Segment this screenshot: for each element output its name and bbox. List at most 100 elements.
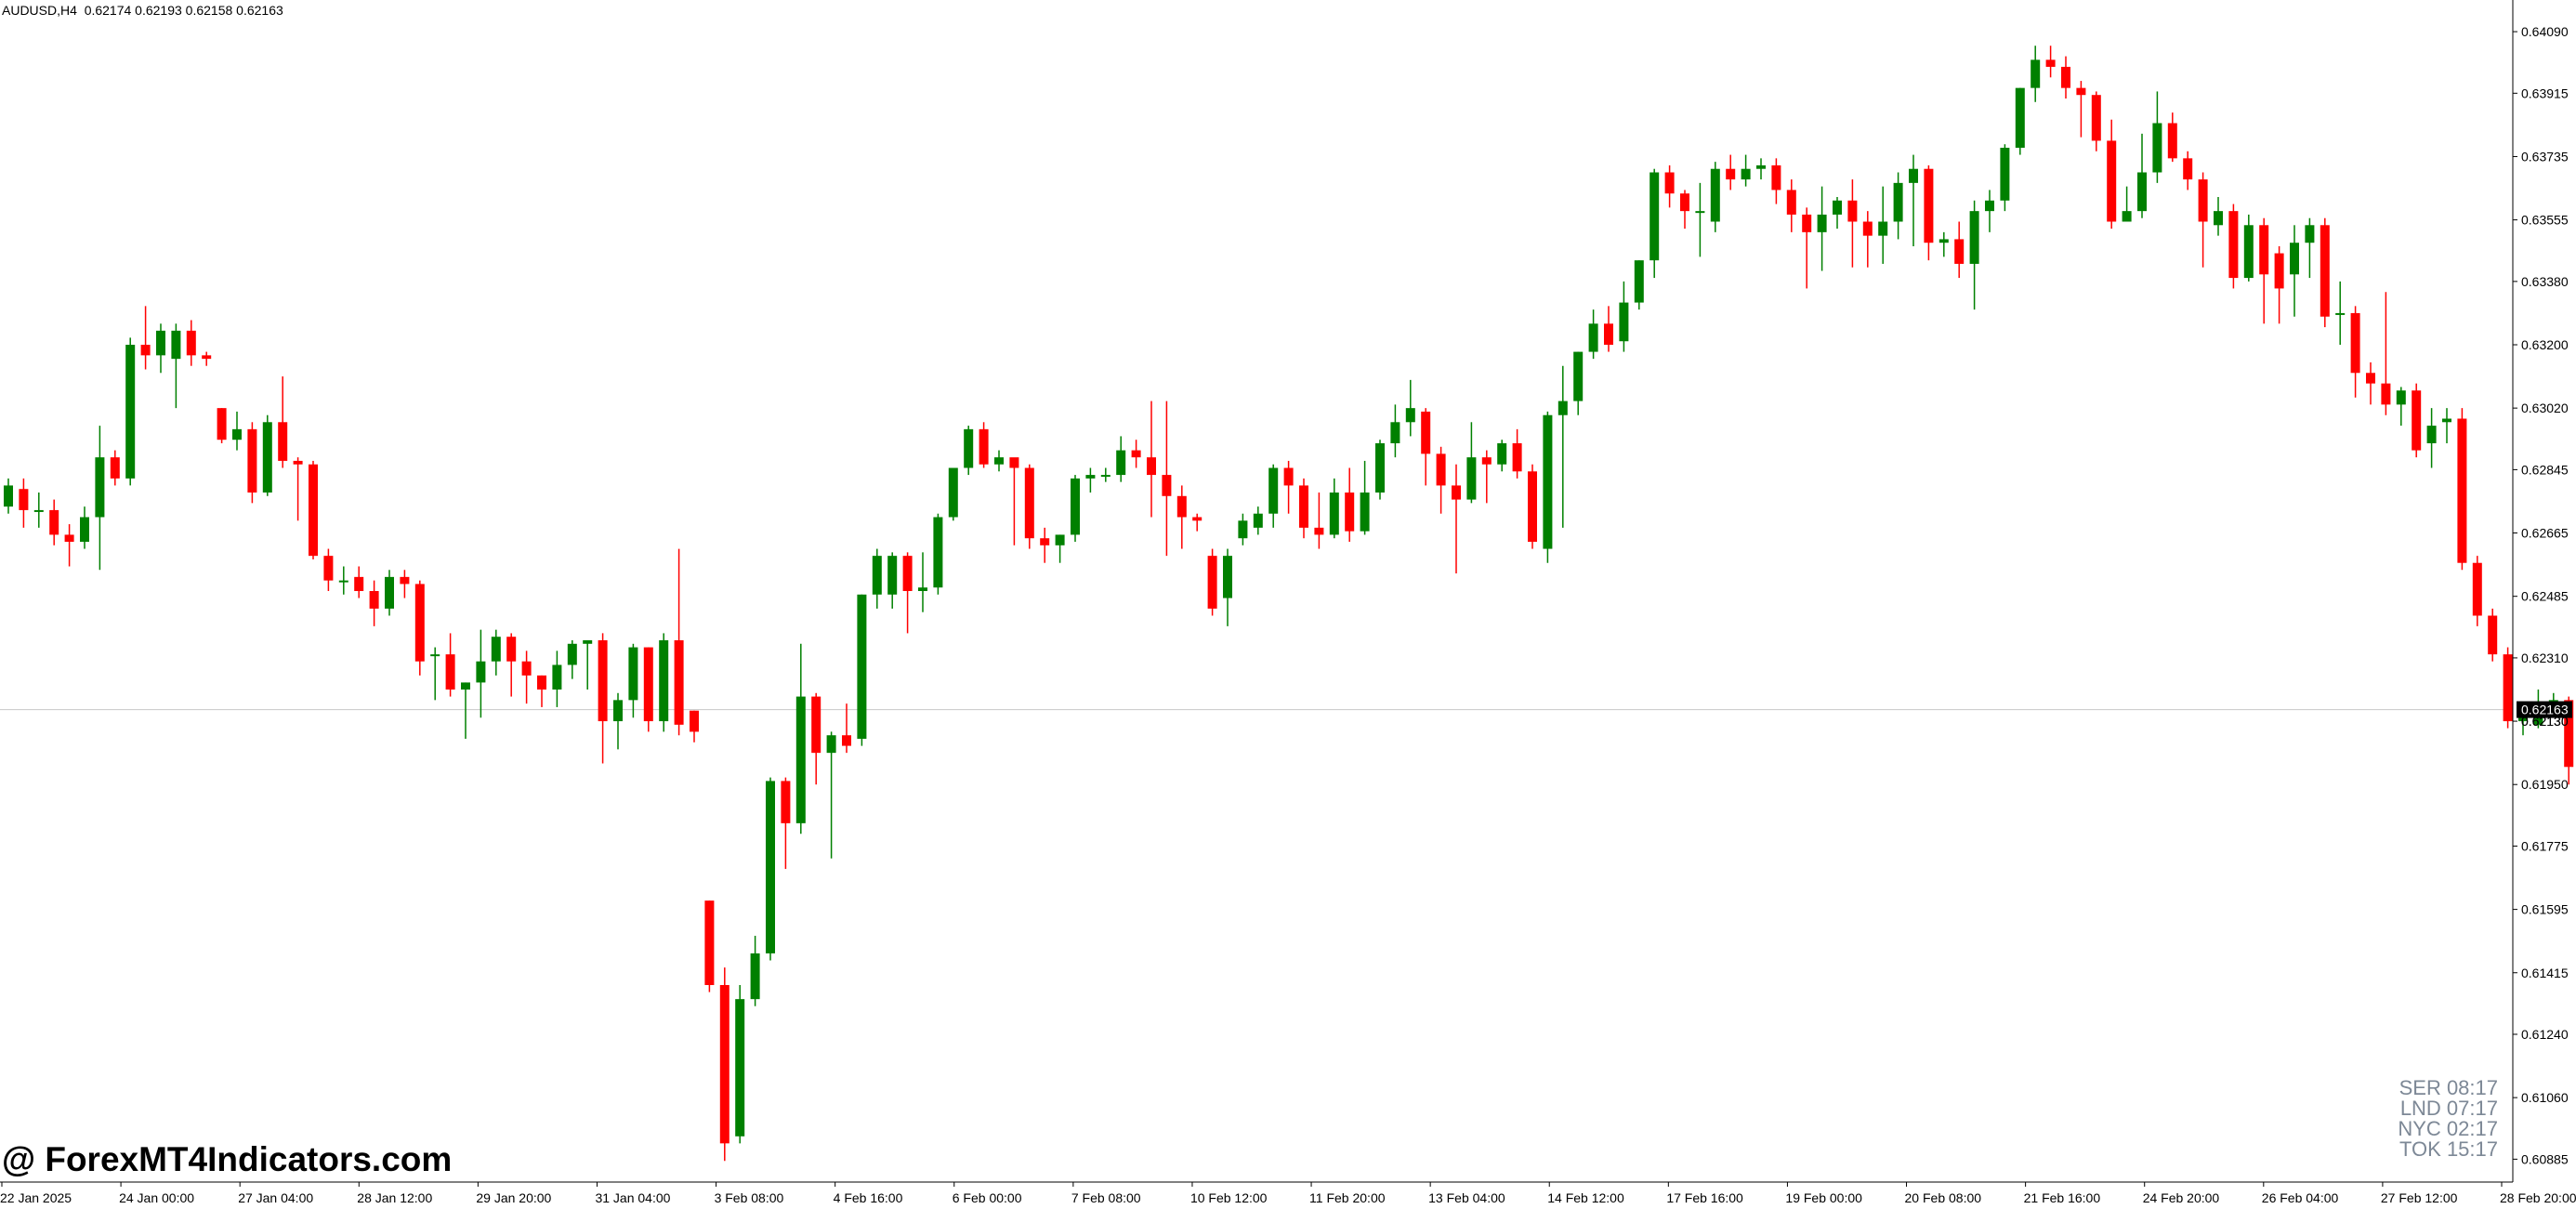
candle	[1452, 464, 1461, 574]
candle	[750, 936, 760, 1006]
time-tick-label: 28 Jan 12:00	[357, 1190, 432, 1205]
candle	[537, 675, 546, 707]
candle	[125, 337, 136, 486]
candle-body	[1543, 414, 1553, 549]
candle	[918, 552, 927, 612]
candle	[1985, 190, 1994, 232]
candle	[2076, 81, 2086, 138]
price-tick-label: 0.61240	[2521, 1027, 2569, 1042]
candle	[217, 408, 227, 443]
candle-body	[2045, 59, 2056, 67]
candle-body	[887, 556, 898, 595]
candle-body	[2366, 373, 2375, 384]
time-tick-label: 27 Jan 04:00	[238, 1190, 313, 1205]
candle-body	[2259, 225, 2269, 275]
price-tick-label: 0.62485	[2521, 589, 2569, 604]
candle-body	[2091, 95, 2101, 141]
candle-body	[613, 700, 623, 722]
candle	[262, 414, 272, 496]
time-tick-label: 13 Feb 04:00	[1428, 1190, 1505, 1205]
candle-body	[1360, 493, 1370, 532]
candle	[414, 580, 425, 676]
candle	[2198, 172, 2208, 268]
candle-body	[171, 330, 181, 360]
price-tick-label: 0.64090	[2521, 24, 2569, 39]
price-tick-label: 0.61060	[2521, 1090, 2569, 1105]
candle	[1314, 493, 1324, 549]
candle	[2457, 408, 2467, 571]
candle-body	[1771, 164, 1781, 191]
candle-body	[857, 594, 867, 739]
candle-body	[323, 556, 334, 581]
candle	[1253, 506, 1263, 535]
candle-body	[690, 710, 699, 732]
candle-body	[1497, 443, 1507, 465]
candle-body	[1481, 457, 1492, 465]
candle	[552, 650, 562, 707]
candle-body	[1557, 401, 1568, 415]
candle	[628, 643, 638, 718]
candle-body	[491, 637, 501, 662]
session-clocks: SER 08:17 LND 07:17 NYC 02:17 TOK 15:17	[2396, 1078, 2498, 1160]
watermark-text: @ ForexMT4Indicators.com	[2, 1140, 453, 1178]
candle	[2107, 119, 2117, 230]
candle-body	[2000, 148, 2010, 201]
candle-body	[1802, 214, 1812, 232]
candle	[2015, 87, 2025, 155]
candle-body	[1009, 457, 1019, 468]
candle	[933, 513, 943, 595]
candle	[1299, 478, 1308, 539]
candle-body	[1862, 221, 1873, 236]
candle-body	[2305, 225, 2315, 243]
price-tick-label: 0.63200	[2521, 337, 2569, 352]
candle	[247, 422, 257, 504]
candle-body	[567, 643, 577, 665]
candle-body	[1512, 443, 1522, 472]
candle	[1040, 527, 1050, 563]
candle-body	[476, 661, 486, 683]
candle	[902, 552, 913, 634]
candle-body	[643, 647, 653, 722]
candle	[521, 650, 532, 704]
candle	[766, 777, 775, 961]
candle	[171, 323, 181, 409]
candle	[1817, 186, 1827, 271]
candle-body	[2503, 654, 2513, 722]
candle-body	[902, 556, 913, 591]
candle	[1116, 436, 1126, 482]
candle	[1329, 478, 1339, 539]
candle-body	[795, 696, 806, 823]
candle-body	[1604, 323, 1613, 345]
candle	[1071, 475, 1080, 542]
time-tick-label: 29 Jan 20:00	[476, 1190, 551, 1205]
candle-body	[1390, 422, 1400, 443]
candle-body	[232, 428, 242, 440]
candle-body	[2228, 211, 2239, 279]
candle-body	[2320, 225, 2330, 317]
candle-body	[1268, 467, 1279, 514]
candle	[1786, 179, 1796, 232]
candle-body	[140, 345, 151, 356]
candle-body	[2198, 179, 2208, 222]
candle	[735, 985, 745, 1144]
candle-body	[445, 654, 455, 690]
candle	[1878, 186, 1888, 264]
candle	[1390, 404, 1400, 458]
candle	[1176, 485, 1187, 549]
candle	[2122, 186, 2132, 222]
candle-body	[918, 587, 927, 591]
candle	[2290, 225, 2299, 317]
candle-body	[338, 580, 348, 583]
session-clock: SER 08:17	[2399, 1076, 2498, 1099]
candle-body	[2442, 418, 2451, 423]
price-tick-label: 0.63555	[2521, 213, 2569, 228]
session-clock: LND 07:17	[2399, 1097, 2498, 1120]
time-tick-label: 28 Feb 20:00	[2500, 1190, 2576, 1205]
candle	[2228, 204, 2239, 289]
candle-body	[1207, 556, 1217, 609]
candle	[338, 566, 348, 595]
candle-body	[735, 999, 745, 1137]
candle-body	[842, 735, 851, 746]
candle	[1862, 211, 1873, 268]
candle-body	[354, 576, 364, 591]
